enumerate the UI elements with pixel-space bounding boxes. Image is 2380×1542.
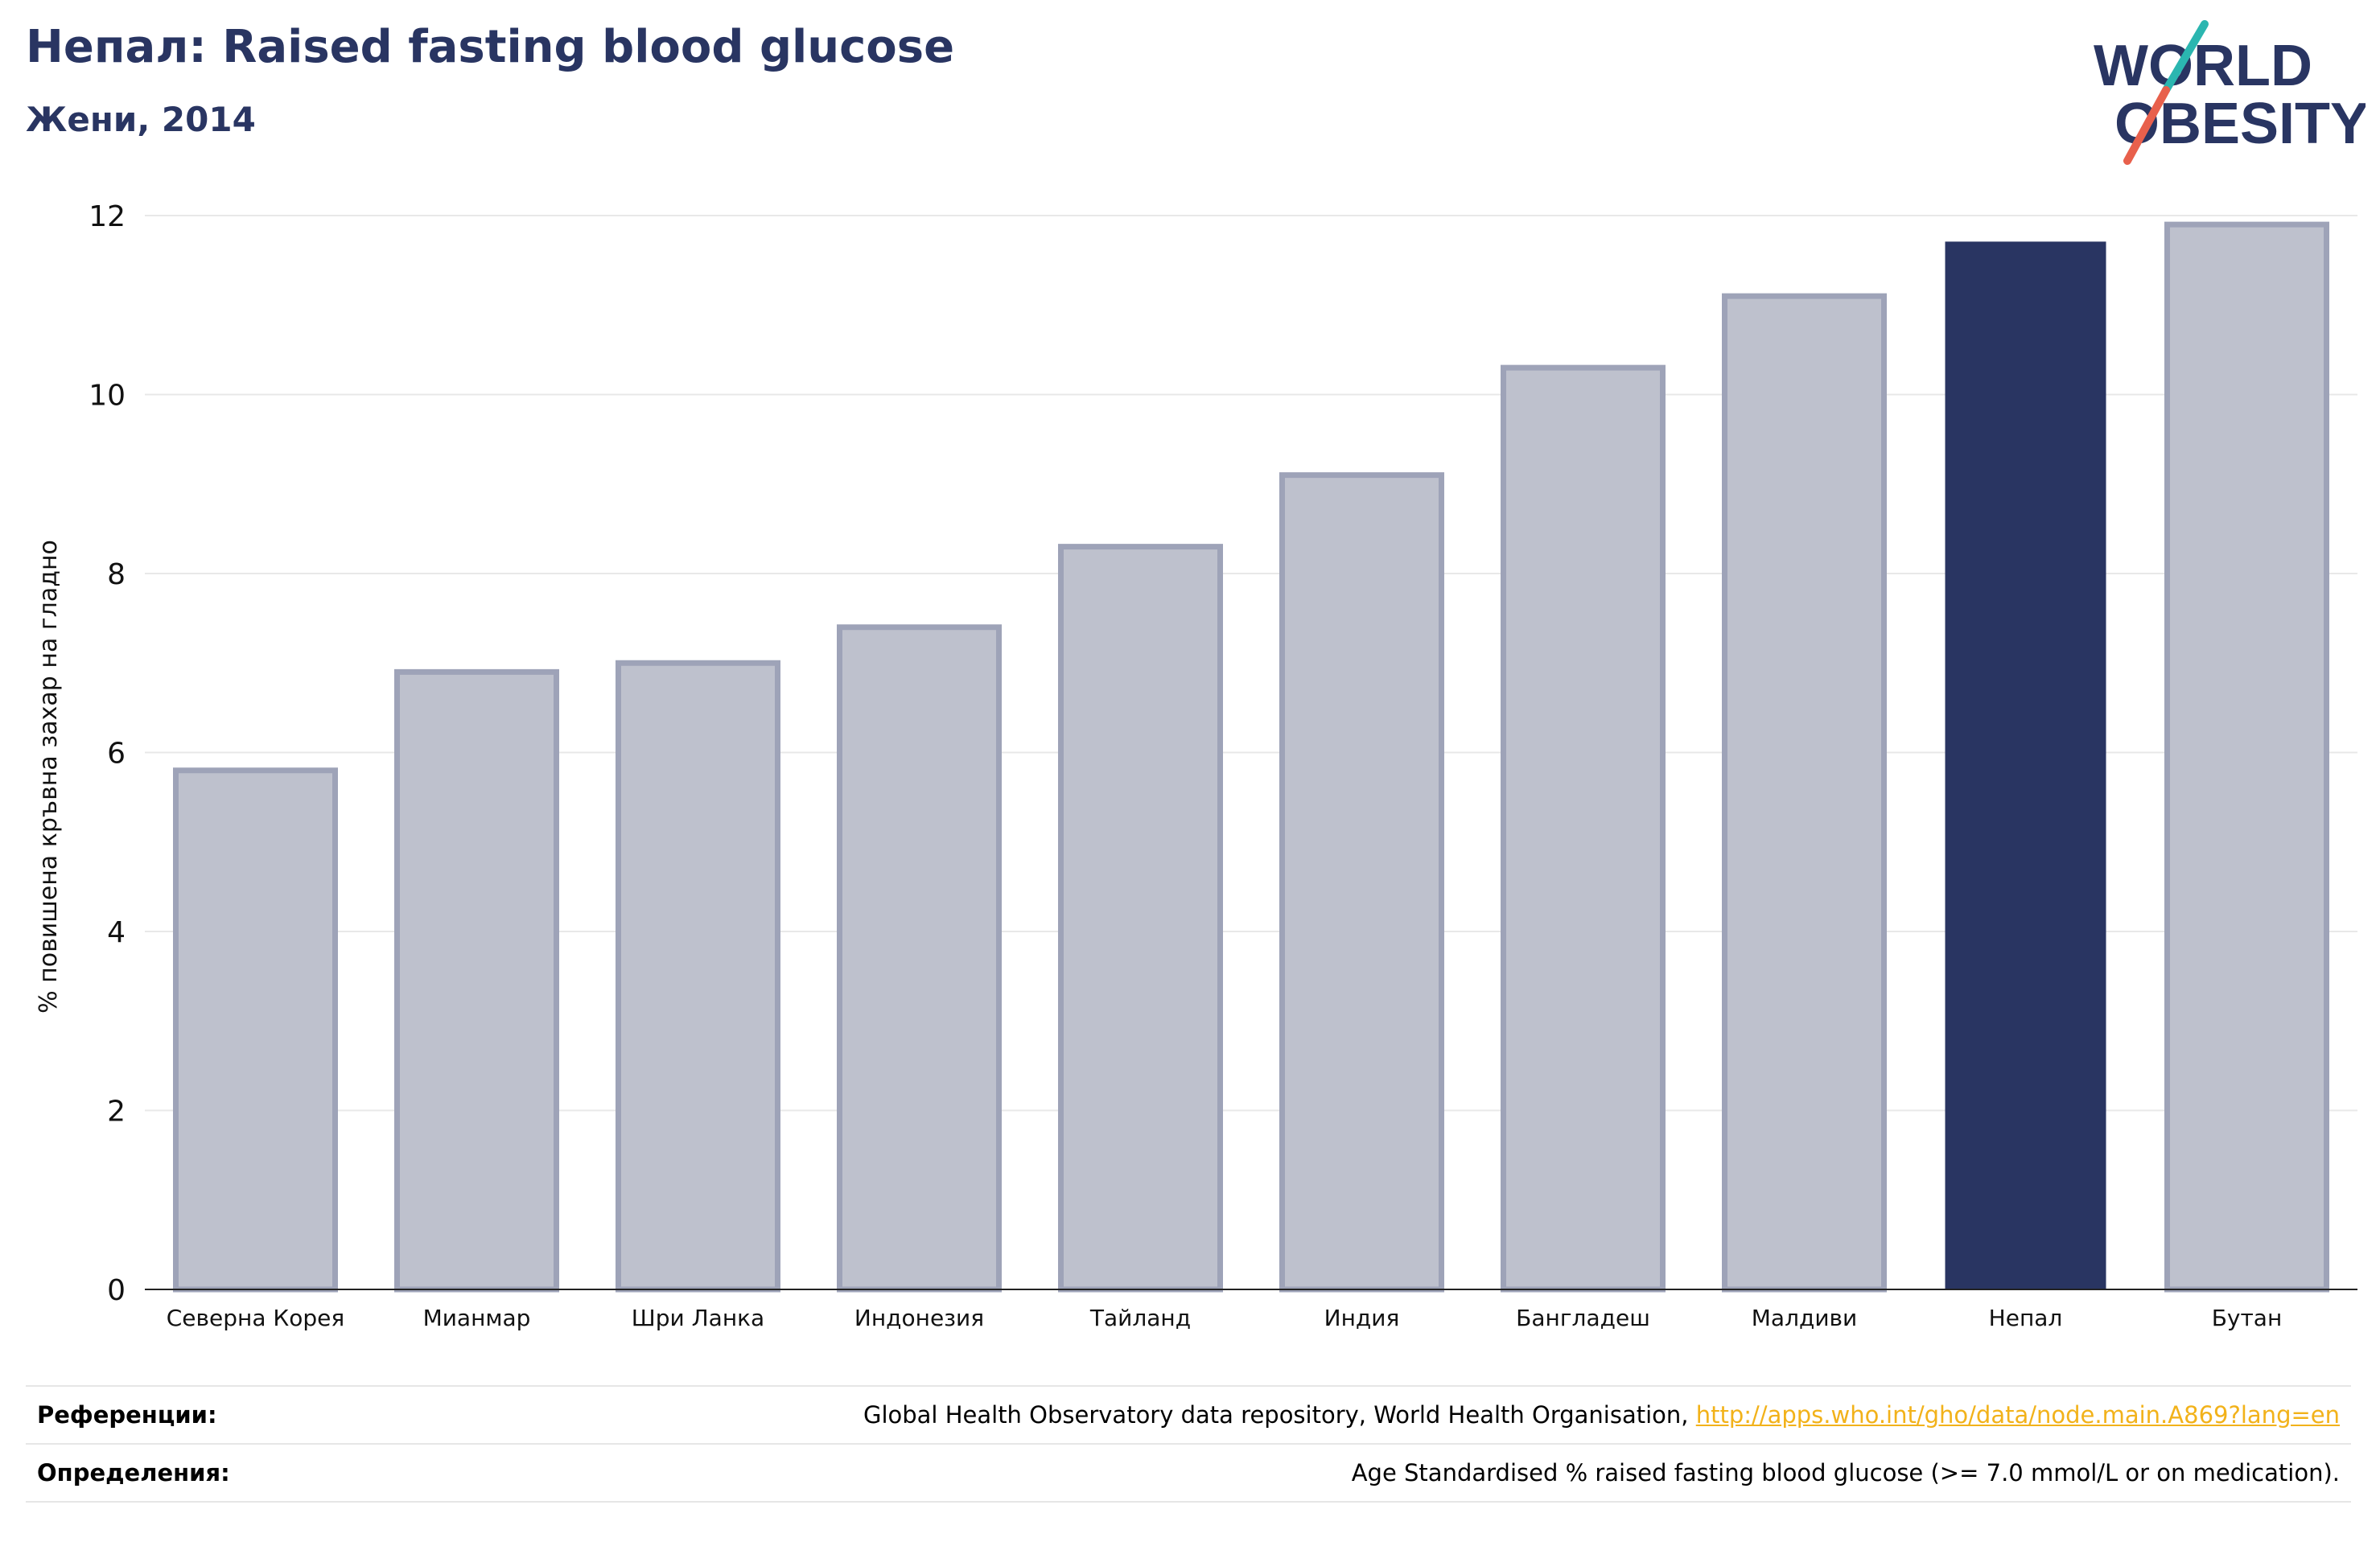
x-tick-label: Малдиви	[1752, 1305, 1857, 1331]
x-tick-label: Бангладеш	[1516, 1305, 1650, 1331]
bar-5[interactable]	[1279, 472, 1444, 1293]
bar-1[interactable]	[394, 668, 559, 1293]
chart-title: Непал: Raised fasting blood glucose	[26, 21, 955, 73]
x-tick-label: Северна Корея	[167, 1305, 345, 1331]
x-tick-label: Бутан	[2212, 1305, 2283, 1331]
y-tick-label: 8	[107, 558, 126, 591]
y-tick-label: 0	[107, 1274, 126, 1307]
x-tick-label: Индия	[1324, 1305, 1400, 1331]
bar-chart: 0 2 4 6 8 10 12 Северна Корея Мианмар Шри Ланка Ин…	[35, 200, 2357, 1331]
bar-7[interactable]	[1722, 293, 1887, 1293]
y-tick-label: 10	[89, 380, 126, 413]
bar-6[interactable]	[1501, 364, 1666, 1293]
bar-2[interactable]	[616, 660, 780, 1293]
references-row: Референции: Global Health Observatory da…	[26, 1385, 2351, 1443]
logo-line1: WORLD	[2094, 34, 2312, 98]
axis-layer: 0 2 4 6 8 10 12 Северна Корея Мианмар Шри Ланка Ин…	[89, 200, 2357, 1331]
references-text: Global Health Observatory data repositor…	[863, 1401, 1696, 1429]
references-link[interactable]: http://apps.who.int/gho/data/node.main.A…	[1695, 1401, 2340, 1429]
definitions-row: Определения: Age Standardised % raised f…	[26, 1443, 2351, 1503]
y-axis-label: % повишена кръвна захар на гладно	[35, 540, 63, 1014]
y-tick-label: 12	[89, 200, 126, 233]
chart-subtitle: Жени, 2014	[26, 100, 256, 139]
y-tick-label: 4	[107, 916, 126, 949]
bar-8[interactable]	[1945, 241, 2106, 1290]
x-tick-label: Индонезия	[854, 1305, 984, 1331]
x-tick-label: Шри Ланка	[632, 1305, 764, 1331]
bar-0[interactable]	[173, 767, 338, 1293]
bar-3[interactable]	[837, 624, 1002, 1293]
references-value: Global Health Observatory data repositor…	[863, 1401, 2340, 1429]
x-tick-label: Тайланд	[1089, 1305, 1191, 1331]
definitions-label: Определения:	[37, 1459, 230, 1486]
bar-9[interactable]	[2164, 221, 2329, 1293]
y-tick-label: 6	[107, 738, 126, 771]
definitions-text: Age Standardised % raised fasting blood …	[1351, 1459, 2340, 1486]
references-label: Референции:	[37, 1401, 217, 1429]
y-tick-label: 2	[107, 1096, 126, 1129]
info-table: Референции: Global Health Observatory da…	[26, 1385, 2351, 1503]
x-tick-label: Непал	[1989, 1305, 2063, 1331]
world-obesity-logo: WORLD OBESITY	[2094, 20, 2366, 165]
logo-slash-bottom	[2123, 86, 2170, 165]
logo-slash-top	[2162, 20, 2209, 94]
bar-4[interactable]	[1058, 544, 1223, 1293]
bar-layer	[173, 221, 2329, 1293]
x-tick-label: Мианмар	[423, 1305, 531, 1331]
